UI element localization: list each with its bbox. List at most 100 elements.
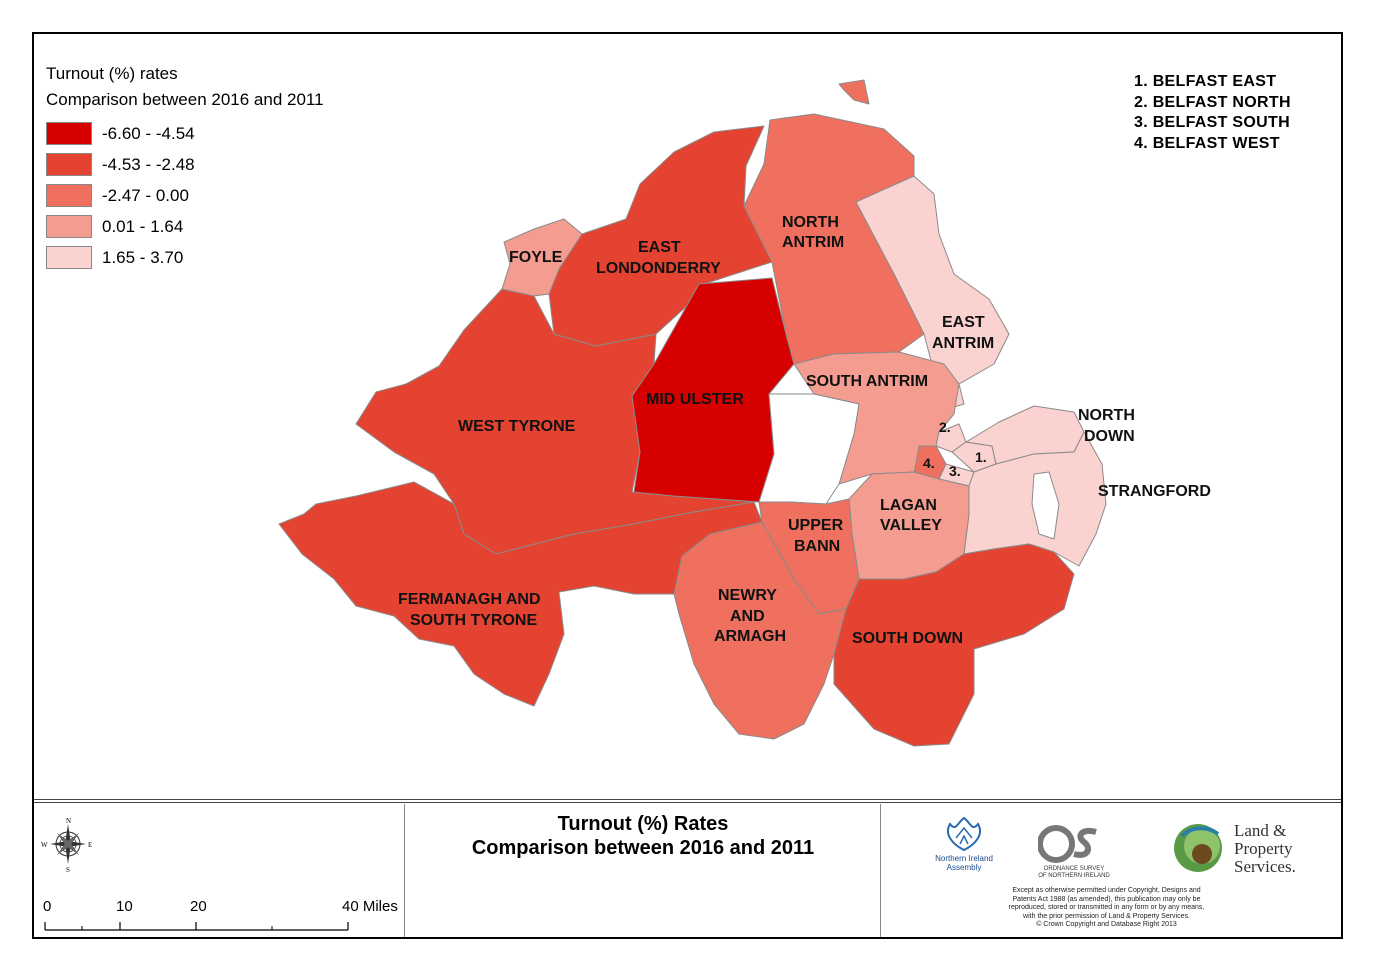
legend: Turnout (%) rates Comparison between 201… bbox=[46, 64, 324, 273]
ni-assembly-logo-icon bbox=[946, 816, 982, 852]
legend-swatch bbox=[46, 122, 92, 145]
label-north-down-1: NORTH bbox=[1078, 407, 1135, 424]
label-east-londonderry-1: EAST bbox=[638, 239, 681, 256]
scale-label-10: 10 bbox=[116, 898, 133, 915]
legend-item: -2.47 - 0.00 bbox=[46, 180, 324, 211]
compass-rose-icon: N S E W bbox=[41, 817, 92, 874]
label-belfast-4: 4. bbox=[923, 455, 935, 471]
belfast-key-item: 1. BELFAST EAST bbox=[1134, 73, 1277, 90]
footer-divider bbox=[34, 799, 1341, 800]
map-footer: N S E W 0 10 20 40 Miles Turnout (%) Rat… bbox=[34, 804, 1341, 937]
legend-label: -2.47 - 0.00 bbox=[102, 185, 189, 205]
ordnance-survey-logo-icon bbox=[1038, 825, 1097, 863]
ni-assembly-line1: Northern Ireland bbox=[935, 854, 993, 863]
belfast-key-item: 3. BELFAST SOUTH bbox=[1134, 114, 1290, 131]
label-belfast-1: 1. bbox=[975, 449, 987, 465]
label-mid-ulster: MID ULSTER bbox=[646, 391, 744, 408]
belfast-key: 1. BELFAST EAST 2. BELFAST NORTH 3. BELF… bbox=[1134, 72, 1291, 154]
legend-item: -4.53 - -2.48 bbox=[46, 149, 324, 180]
legend-label: -6.60 - -4.54 bbox=[102, 123, 195, 143]
ni-assembly-text: Northern Ireland Assembly bbox=[922, 854, 1006, 872]
osni-line1: ORDNANCE SURVEY bbox=[1043, 866, 1105, 872]
label-west-tyrone: WEST TYRONE bbox=[458, 418, 576, 435]
label-strangford: STRANGFORD bbox=[1098, 483, 1211, 500]
label-north-antrim-2: ANTRIM bbox=[782, 234, 844, 251]
scale-label-0: 0 bbox=[43, 898, 52, 915]
region-south-down[interactable] bbox=[833, 543, 1075, 747]
legend-swatch bbox=[46, 215, 92, 238]
land-property-services-logo-icon bbox=[1174, 824, 1222, 872]
lps-line1: Land & bbox=[1234, 821, 1287, 840]
legend-label: -4.53 - -2.48 bbox=[102, 154, 195, 174]
copyright-line: reproduced, stored or transmitted in any… bbox=[1008, 904, 1205, 912]
copyright-line: Except as otherwise permitted under Copy… bbox=[1012, 887, 1201, 894]
label-fermanagh-1: FERMANAGH AND bbox=[398, 591, 541, 608]
region-east-antrim[interactable] bbox=[855, 175, 1010, 411]
compass-e: E bbox=[88, 841, 92, 849]
label-newry-2: AND bbox=[730, 608, 765, 625]
copyright-line: Patents Act 1988 (as amended), this publ… bbox=[1012, 895, 1201, 903]
footer-column-divider bbox=[880, 804, 881, 937]
copyright-line: with the prior permission of Land & Prop… bbox=[1023, 912, 1190, 920]
compass-w: W bbox=[41, 841, 48, 849]
label-newry-1: NEWRY bbox=[718, 587, 777, 604]
belfast-key-item: 2. BELFAST NORTH bbox=[1134, 93, 1291, 111]
legend-swatch bbox=[46, 153, 92, 176]
map-subtitle: Comparison between 2016 and 2011 bbox=[471, 837, 815, 859]
label-east-londonderry-2: LONDONDERRY bbox=[596, 260, 721, 277]
legend-item: 1.65 - 3.70 bbox=[46, 242, 324, 273]
legend-item: -6.60 - -4.54 bbox=[46, 118, 324, 149]
label-east-antrim-2: ANTRIM bbox=[932, 335, 994, 352]
region-foyle[interactable] bbox=[501, 218, 583, 297]
legend-subtitle: Comparison between 2016 and 2011 bbox=[46, 90, 324, 109]
label-south-down: SOUTH DOWN bbox=[852, 630, 963, 647]
belfast-key-item: 4. BELFAST WEST bbox=[1134, 134, 1280, 152]
map-frame: FOYLE EAST LONDONDERRY NORTH ANTRIM EAST… bbox=[32, 32, 1343, 939]
ni-assembly-line2: Assembly bbox=[946, 863, 982, 872]
copyright-notice: Except as otherwise permitted under Copy… bbox=[984, 887, 1229, 930]
legend-swatch bbox=[46, 184, 92, 207]
compass-s: S bbox=[66, 866, 70, 874]
map-title: Turnout (%) Rates bbox=[557, 813, 729, 835]
region-north-antrim[interactable] bbox=[743, 113, 925, 365]
label-east-antrim-1: EAST bbox=[942, 314, 985, 331]
strangford-lough bbox=[1031, 471, 1060, 540]
label-lagan-valley-1: LAGAN bbox=[880, 497, 937, 514]
label-foyle: FOYLE bbox=[509, 249, 563, 266]
copyright-line: © Crown Copyright and Database Right 201… bbox=[1036, 921, 1177, 929]
label-newry-3: ARMAGH bbox=[714, 628, 786, 645]
lps-text: Land & Property Services. bbox=[1234, 822, 1296, 876]
osni-text: ORDNANCE SURVEY OF NORTHERN IRELAND bbox=[1034, 866, 1114, 880]
lps-line2: Property bbox=[1234, 839, 1293, 858]
map-panel: FOYLE EAST LONDONDERRY NORTH ANTRIM EAST… bbox=[34, 34, 1341, 801]
legend-label: 0.01 - 1.64 bbox=[102, 216, 184, 236]
lough-neagh bbox=[758, 393, 860, 505]
lps-line3: Services. bbox=[1234, 857, 1296, 876]
label-lagan-valley-2: VALLEY bbox=[880, 517, 942, 534]
constituency-map: FOYLE EAST LONDONDERRY NORTH ANTRIM EAST… bbox=[278, 79, 1211, 747]
scale-label-20: 20 bbox=[190, 898, 207, 915]
label-north-down-2: DOWN bbox=[1084, 428, 1135, 445]
compass-n: N bbox=[66, 817, 71, 825]
footer-divider bbox=[34, 802, 1341, 803]
legend-item: 0.01 - 1.64 bbox=[46, 211, 324, 242]
label-upper-bann-2: BANN bbox=[794, 538, 840, 555]
region-labels: FOYLE EAST LONDONDERRY NORTH ANTRIM EAST… bbox=[398, 214, 1211, 647]
region-rathlin-island bbox=[838, 79, 870, 105]
label-north-antrim-1: NORTH bbox=[782, 214, 839, 231]
scale-label-40: 40 Miles bbox=[342, 898, 398, 915]
label-belfast-2: 2. bbox=[939, 419, 951, 435]
footer-column-divider bbox=[404, 804, 405, 937]
osni-line2: OF NORTHERN IRELAND bbox=[1038, 873, 1110, 879]
region-newry-armagh[interactable] bbox=[673, 521, 847, 740]
legend-swatch bbox=[46, 246, 92, 269]
scale-bar bbox=[44, 922, 349, 931]
scale-bar-labels: 0 10 20 40 Miles bbox=[40, 898, 410, 918]
map-title-block: Turnout (%) Rates Comparison between 201… bbox=[406, 812, 880, 860]
label-upper-bann-1: UPPER bbox=[788, 517, 844, 534]
label-south-antrim: SOUTH ANTRIM bbox=[806, 373, 928, 390]
legend-title: Turnout (%) rates bbox=[46, 64, 178, 83]
legend-label: 1.65 - 3.70 bbox=[102, 247, 184, 267]
label-fermanagh-2: SOUTH TYRONE bbox=[410, 612, 537, 629]
label-belfast-3: 3. bbox=[949, 463, 961, 479]
